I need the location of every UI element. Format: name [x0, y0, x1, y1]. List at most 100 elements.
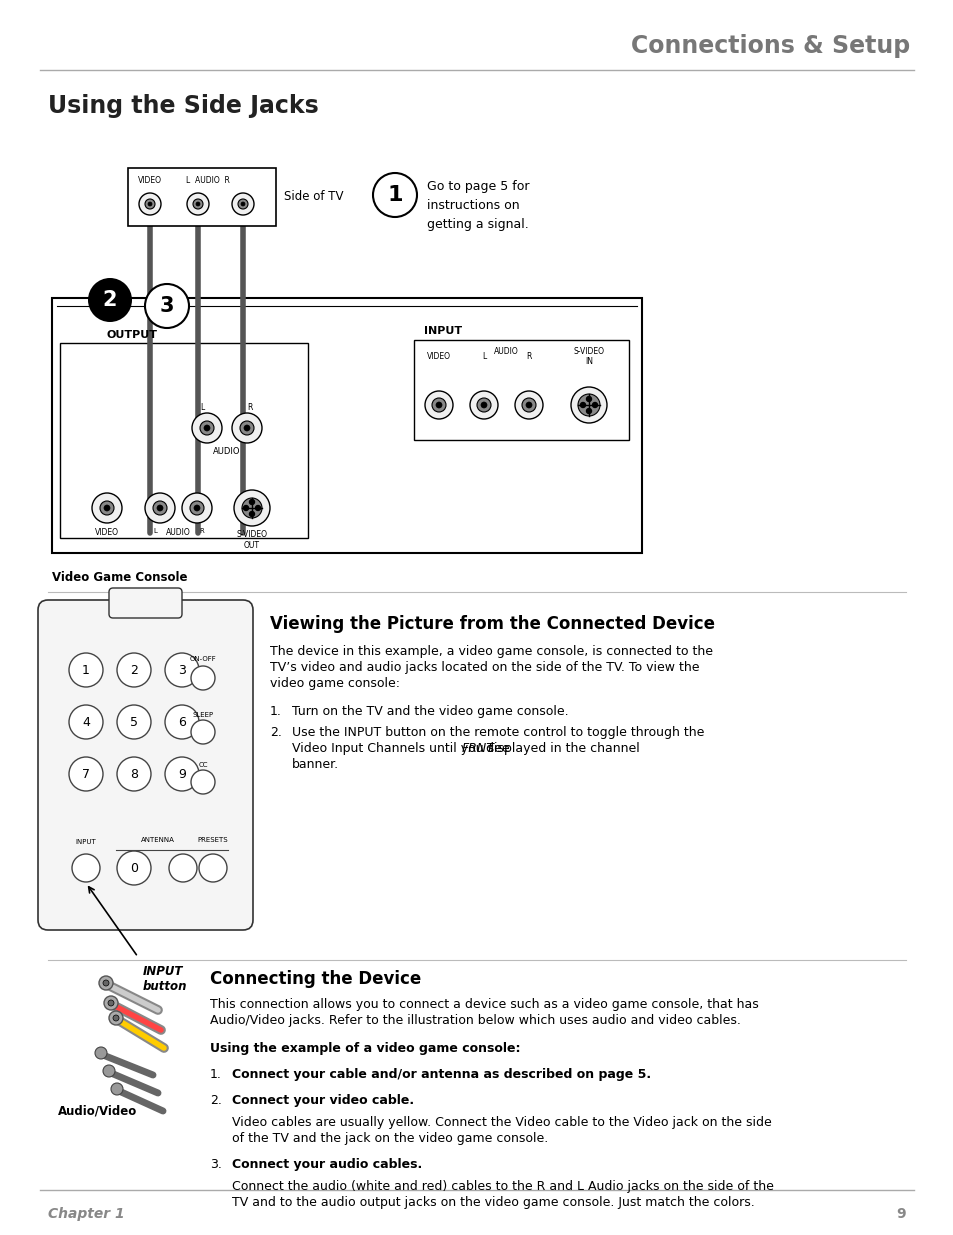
Text: This connection allows you to connect a device such as a video game console, tha: This connection allows you to connect a … — [210, 998, 758, 1011]
Text: The device in this example, a video game console, is connected to the: The device in this example, a video game… — [270, 645, 712, 658]
Text: Viewing the Picture from the Connected Device: Viewing the Picture from the Connected D… — [270, 615, 714, 634]
Text: AUDIO: AUDIO — [213, 447, 240, 456]
Text: Side of TV: Side of TV — [284, 189, 343, 203]
Text: OUTPUT: OUTPUT — [107, 330, 158, 340]
Text: SLEEP: SLEEP — [193, 713, 213, 718]
Circle shape — [237, 199, 248, 209]
Circle shape — [586, 409, 591, 414]
Circle shape — [233, 490, 270, 526]
Text: button: button — [143, 981, 188, 993]
Text: VIDEO: VIDEO — [95, 529, 119, 537]
Circle shape — [191, 720, 214, 743]
Text: 2: 2 — [130, 663, 138, 677]
Circle shape — [571, 387, 606, 424]
Text: L: L — [200, 403, 204, 412]
Circle shape — [88, 278, 132, 322]
Text: S-VIDEO: S-VIDEO — [573, 347, 604, 356]
Circle shape — [191, 666, 214, 690]
Text: Connect your cable and/or antenna as described on page 5.: Connect your cable and/or antenna as des… — [232, 1068, 651, 1081]
Circle shape — [111, 1083, 123, 1095]
Circle shape — [152, 501, 167, 515]
Text: Chapter 1: Chapter 1 — [48, 1207, 125, 1221]
Text: 1.: 1. — [270, 705, 281, 718]
Circle shape — [69, 757, 103, 790]
Circle shape — [95, 1047, 107, 1058]
Bar — [128, 168, 275, 226]
FancyBboxPatch shape — [38, 600, 253, 930]
Text: OUT: OUT — [244, 541, 260, 550]
Text: 1: 1 — [82, 663, 90, 677]
Circle shape — [108, 1000, 113, 1007]
Circle shape — [109, 1011, 123, 1025]
Bar — [60, 343, 308, 538]
Circle shape — [432, 398, 446, 412]
Circle shape — [480, 403, 486, 408]
Circle shape — [193, 505, 200, 511]
Text: AUDIO: AUDIO — [494, 347, 518, 356]
Text: Connect your audio cables.: Connect your audio cables. — [232, 1158, 422, 1171]
Circle shape — [424, 391, 453, 419]
Text: CC: CC — [198, 762, 208, 768]
Circle shape — [476, 398, 491, 412]
Text: 2.: 2. — [270, 726, 281, 739]
Text: of the TV and the jack on the video game console.: of the TV and the jack on the video game… — [232, 1132, 548, 1145]
Text: 0: 0 — [130, 862, 138, 874]
Text: L: L — [152, 529, 157, 534]
Circle shape — [195, 203, 200, 206]
Circle shape — [71, 853, 100, 882]
Text: Audio/Video: Audio/Video — [58, 1105, 137, 1118]
Circle shape — [240, 421, 253, 435]
Circle shape — [112, 1015, 119, 1021]
Text: Video Input Channels until you see: Video Input Channels until you see — [292, 742, 513, 755]
Circle shape — [232, 412, 262, 443]
Text: banner.: banner. — [292, 758, 338, 771]
Circle shape — [103, 1065, 115, 1077]
Text: Connecting the Device: Connecting the Device — [210, 969, 421, 988]
Text: FRNT: FRNT — [461, 742, 494, 755]
Text: AUDIO: AUDIO — [166, 529, 191, 537]
Text: 5: 5 — [130, 715, 138, 729]
Text: TV and to the audio output jacks on the video game console. Just match the color: TV and to the audio output jacks on the … — [232, 1195, 754, 1209]
Circle shape — [165, 653, 199, 687]
Circle shape — [521, 398, 536, 412]
Circle shape — [69, 705, 103, 739]
Text: INPUT: INPUT — [75, 839, 96, 845]
Text: Connections & Setup: Connections & Setup — [630, 35, 909, 58]
Circle shape — [117, 653, 151, 687]
Circle shape — [69, 653, 103, 687]
Circle shape — [586, 396, 591, 401]
Text: R: R — [247, 403, 253, 412]
Text: Turn on the TV and the video game console.: Turn on the TV and the video game consol… — [292, 705, 568, 718]
Circle shape — [157, 505, 163, 511]
Text: 1.: 1. — [210, 1068, 222, 1081]
Circle shape — [145, 199, 154, 209]
Circle shape — [242, 498, 262, 517]
Text: 4: 4 — [82, 715, 90, 729]
Circle shape — [200, 421, 213, 435]
Circle shape — [117, 851, 151, 885]
Text: L  AUDIO  R: L AUDIO R — [186, 177, 230, 185]
Text: Video cables are usually yellow. Connect the Video cable to the Video jack on th: Video cables are usually yellow. Connect… — [232, 1116, 771, 1129]
Circle shape — [190, 501, 204, 515]
Circle shape — [169, 853, 196, 882]
FancyBboxPatch shape — [109, 588, 182, 618]
Circle shape — [103, 981, 109, 986]
Text: video game console:: video game console: — [270, 677, 399, 690]
Circle shape — [148, 203, 152, 206]
Text: Connect the audio (white and red) cables to the R and L Audio jacks on the side : Connect the audio (white and red) cables… — [232, 1179, 773, 1193]
Circle shape — [104, 505, 110, 511]
Text: 1: 1 — [387, 185, 402, 205]
Circle shape — [515, 391, 542, 419]
Circle shape — [99, 976, 112, 990]
Circle shape — [191, 769, 214, 794]
Text: R: R — [199, 529, 204, 534]
Bar — [414, 340, 628, 440]
Circle shape — [193, 199, 203, 209]
Text: 2: 2 — [103, 290, 117, 310]
Circle shape — [91, 493, 122, 522]
Text: 6: 6 — [178, 715, 186, 729]
Text: Go to page 5 for
instructions on
getting a signal.: Go to page 5 for instructions on getting… — [427, 180, 529, 231]
Text: 3: 3 — [159, 296, 174, 316]
Circle shape — [525, 403, 532, 408]
Text: 3: 3 — [178, 663, 186, 677]
